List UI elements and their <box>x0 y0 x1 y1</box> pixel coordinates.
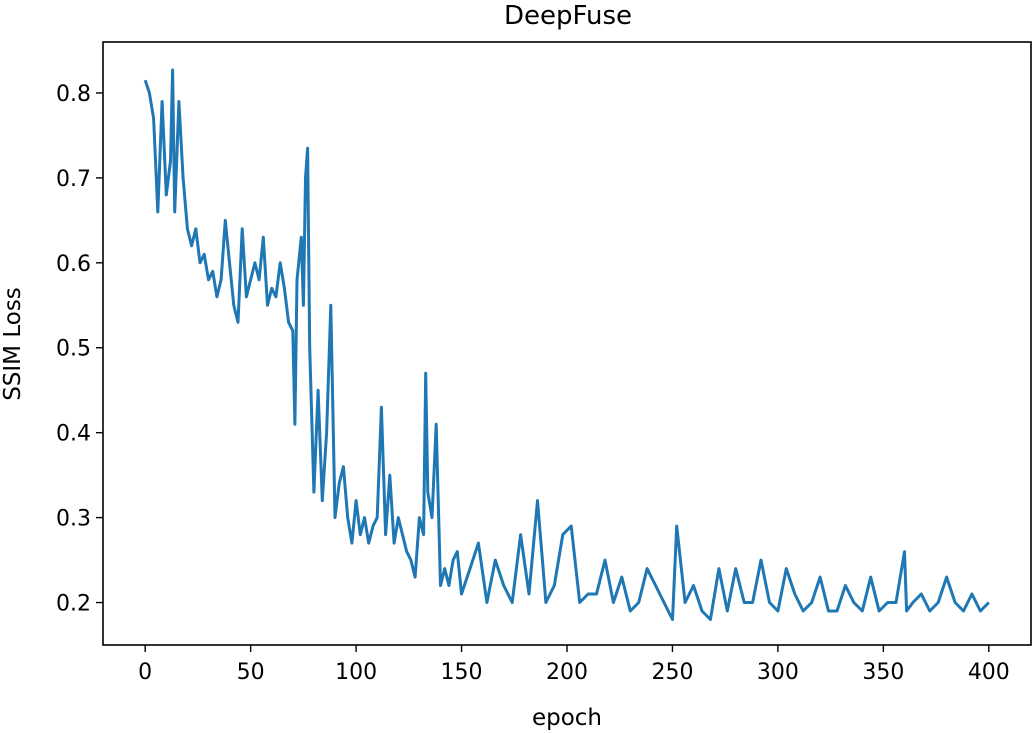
x-tick-label: 250 <box>651 660 693 685</box>
plot-area <box>143 68 990 621</box>
y-tick-label: 0.7 <box>56 167 91 192</box>
y-tick-label: 0.2 <box>56 592 91 617</box>
x-tick-label: 350 <box>862 660 904 685</box>
x-tick-label: 400 <box>968 660 1010 685</box>
series-line-0 <box>143 68 990 621</box>
x-tick-label: 150 <box>441 660 483 685</box>
x-tick-label: 50 <box>237 660 265 685</box>
y-tick-label: 0.6 <box>56 252 91 277</box>
y-tick-label: 0.5 <box>56 337 91 362</box>
y-tick-label: 0.8 <box>56 82 91 107</box>
chart-title: DeepFuse <box>504 1 632 31</box>
y-tick-label: 0.3 <box>56 507 91 532</box>
y-tick-label: 0.4 <box>56 422 91 447</box>
x-tick-label: 0 <box>138 660 152 685</box>
x-tick-label: 200 <box>546 660 588 685</box>
x-tick-label: 300 <box>757 660 799 685</box>
x-axis-title: epoch <box>532 705 602 731</box>
y-axis-title: SSIM Loss <box>0 287 26 401</box>
x-tick-label: 100 <box>335 660 377 685</box>
y-axis: 0.2 0.3 0.4 0.5 0.6 0.7 0.8 <box>56 82 103 617</box>
x-axis: 0 50 100 150 200 250 300 350 400 <box>138 645 1010 685</box>
